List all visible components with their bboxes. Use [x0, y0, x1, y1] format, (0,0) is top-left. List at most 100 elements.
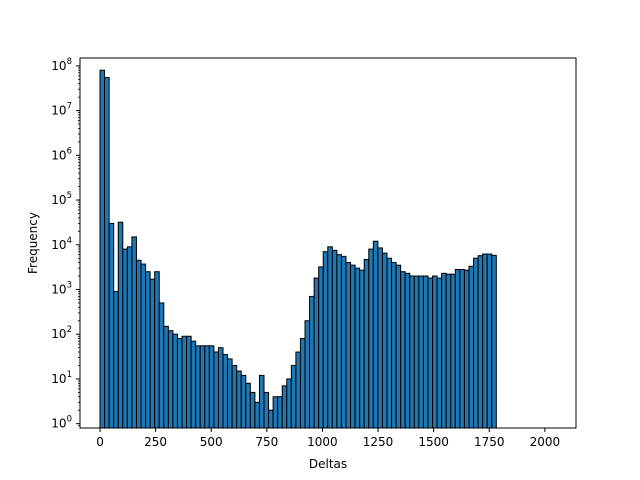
histogram-bar-45 — [304, 320, 311, 429]
histogram-bar-8 — [135, 259, 142, 429]
histogram-bar-42 — [290, 364, 297, 429]
histogram-bar-37 — [268, 409, 274, 429]
histogram-bar-38 — [272, 396, 279, 429]
histogram-bar-32 — [245, 382, 251, 429]
histogram-bar-35 — [258, 374, 265, 429]
histogram-bar-76 — [445, 273, 452, 429]
x-tick-label-3: 750 — [255, 435, 278, 449]
y-axis-label: Frequency — [26, 212, 40, 274]
histogram-bar-9 — [140, 263, 147, 429]
histogram-bar-68 — [409, 275, 415, 429]
histogram-bar-14 — [163, 325, 169, 429]
histogram-bar-60 — [372, 240, 379, 429]
histogram-bar-12 — [154, 271, 160, 429]
y-axis-ticks: 100 101 102 103 104 105 106 107 108 — [51, 57, 80, 431]
histogram-bar-62 — [381, 252, 388, 429]
y-tick-label-0: 100 — [51, 415, 72, 431]
histogram-bar-36 — [263, 391, 270, 429]
histogram-bar-50 — [327, 246, 333, 429]
histogram-bar-7 — [131, 236, 137, 429]
x-axis-label: Deltas — [309, 457, 347, 471]
y-tick-label-1: 101 — [51, 370, 72, 386]
histogram-bar-31 — [240, 374, 247, 429]
histogram-bar-63 — [386, 257, 393, 429]
histogram-bar-54 — [345, 262, 352, 429]
histogram-bar-56 — [354, 267, 361, 429]
histogram-bar-65 — [395, 264, 402, 429]
histogram-bar-55 — [350, 264, 356, 429]
histogram-bar-27 — [222, 354, 229, 429]
histogram-bar-71 — [422, 275, 429, 429]
histogram-bar-13 — [158, 302, 165, 429]
histogram-bar-85 — [486, 253, 493, 429]
histogram-bar-6 — [126, 246, 133, 429]
histogram-bar-43 — [295, 351, 301, 429]
histogram-bar-11 — [149, 278, 156, 429]
histogram-bar-10 — [145, 271, 151, 429]
histogram-bar-48 — [318, 266, 324, 429]
histogram-bar-19 — [186, 335, 192, 429]
histogram-bar-74 — [436, 277, 443, 429]
histogram-bar-77 — [450, 273, 456, 429]
histogram-bar-83 — [477, 255, 484, 429]
histogram-bar-17 — [176, 338, 183, 429]
histogram-bar-44 — [299, 338, 306, 429]
histogram-bar-5 — [122, 248, 128, 429]
histogram-bar-1 — [104, 76, 110, 429]
histogram-bar-47 — [313, 277, 320, 429]
histogram-bar-57 — [359, 269, 365, 429]
histogram-bar-67 — [404, 272, 411, 429]
histogram-bar-22 — [199, 345, 206, 429]
histogram-bar-21 — [195, 345, 201, 429]
histogram-bar-52 — [336, 254, 342, 429]
histogram-bar-53 — [340, 255, 347, 429]
histogram-bar-4 — [117, 221, 124, 429]
histogram-bar-84 — [482, 253, 488, 429]
histogram-bar-24 — [208, 345, 215, 429]
histogram-bar-41 — [286, 378, 292, 429]
x-tick-label-6: 1500 — [418, 435, 449, 449]
histogram-bar-49 — [322, 251, 329, 429]
histogram-bar-64 — [391, 262, 397, 429]
histogram-bar-25 — [213, 351, 219, 429]
x-axis-ticks: 0 250 500 750 1000 1250 1500 1750 2000 — [96, 428, 560, 449]
y-tick-label-6: 106 — [51, 146, 72, 162]
histogram-bar-61 — [377, 247, 383, 429]
x-tick-label-8: 2000 — [530, 435, 561, 449]
histogram-bar-59 — [368, 248, 374, 429]
histogram-bar-26 — [217, 347, 224, 429]
histogram-bar-2 — [108, 222, 115, 429]
histogram-bar-40 — [281, 385, 288, 429]
x-tick-label-1: 250 — [144, 435, 167, 449]
histogram-bar-75 — [441, 272, 447, 429]
histogram-bar-78 — [454, 269, 461, 429]
y-tick-label-3: 103 — [51, 280, 72, 296]
plot-frame — [79, 57, 577, 429]
histogram-bar-34 — [254, 401, 260, 429]
histogram-bar-0 — [99, 69, 106, 429]
x-tick-label-4: 1000 — [307, 435, 338, 449]
histogram-bar-66 — [400, 271, 406, 429]
histogram-bar-86 — [491, 254, 497, 429]
x-tick-label-5: 1250 — [363, 435, 394, 449]
histogram-bar-39 — [277, 396, 283, 429]
histogram-bar-15 — [167, 330, 174, 429]
histogram-bar-18 — [181, 335, 188, 429]
histogram-bar-46 — [309, 295, 315, 429]
histogram-bar-20 — [190, 340, 197, 429]
histogram-bar-72 — [427, 277, 434, 429]
histogram-bar-23 — [204, 345, 210, 429]
x-tick-label-7: 1750 — [474, 435, 505, 449]
histogram-bar-79 — [459, 269, 465, 429]
y-tick-label-7: 107 — [51, 102, 72, 118]
histogram-bar-16 — [172, 333, 178, 429]
histogram-bar-70 — [418, 275, 424, 429]
x-tick-label-2: 500 — [200, 435, 223, 449]
y-tick-label-5: 105 — [51, 191, 72, 207]
histogram-bar-82 — [473, 257, 479, 429]
y-tick-label-4: 104 — [51, 236, 72, 252]
histogram-bar-80 — [463, 269, 470, 429]
histogram-bar-33 — [249, 391, 256, 429]
histogram-bar-28 — [227, 358, 233, 429]
